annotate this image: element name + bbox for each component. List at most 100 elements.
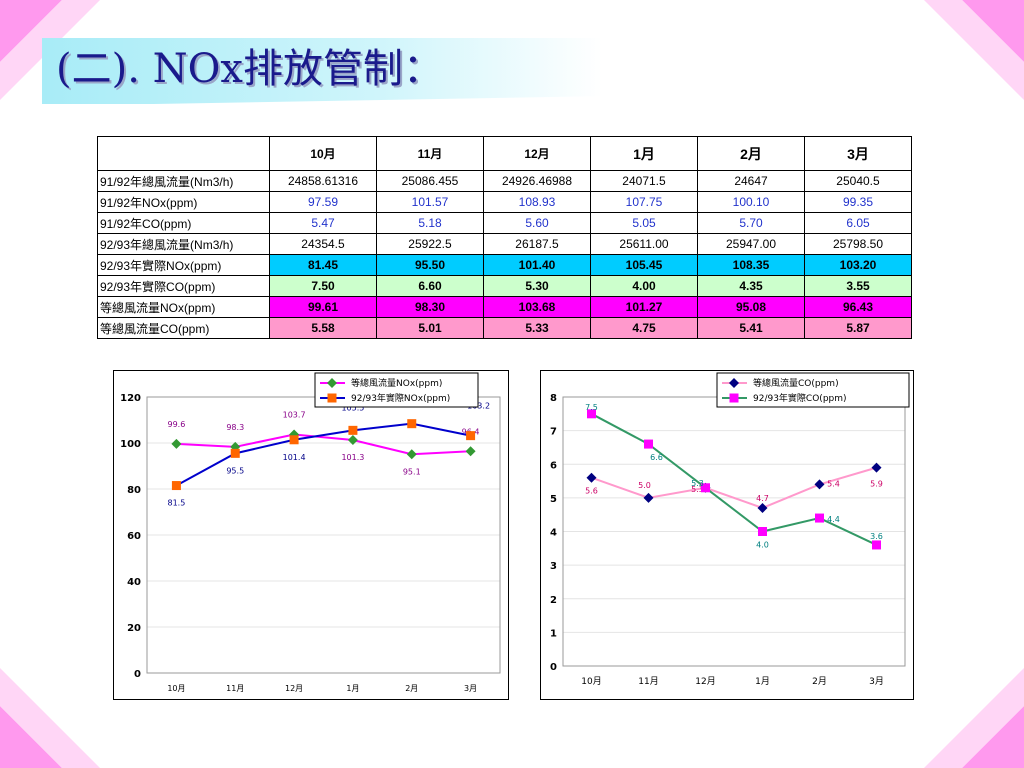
series-line: [591, 412, 877, 546]
y-tick-label: 7: [550, 427, 557, 438]
data-point: [466, 431, 476, 441]
data-point: [171, 438, 182, 449]
data-label: 7.5: [585, 403, 598, 412]
table-header-cell: 10月: [269, 136, 377, 171]
y-tick-label: 80: [127, 485, 141, 496]
table-cell: 5.58: [269, 317, 377, 339]
data-label: 4.7: [756, 494, 769, 503]
legend-marker: [729, 393, 739, 403]
y-tick-label: 20: [127, 623, 141, 634]
row-label: 等總風流量CO(ppm): [97, 317, 270, 339]
table-cell: 3.55: [804, 275, 912, 297]
data-point: [815, 513, 824, 523]
data-point: [814, 479, 825, 490]
y-tick-label: 60: [127, 531, 141, 542]
data-label: 4.0: [756, 541, 769, 550]
series-line: [175, 422, 471, 487]
x-tick-label: 11月: [638, 676, 658, 687]
row-label: 91/92年總風流量(Nm3/h): [97, 170, 270, 192]
x-tick-label: 2月: [812, 676, 827, 687]
data-point: [757, 502, 768, 513]
table-cell: 101.27: [590, 296, 698, 318]
data-table: 10月 11月 12月 1月 2月 3月 91/92年總風流量(Nm3/h) 2…: [97, 136, 912, 339]
y-tick-label: 8: [550, 393, 557, 404]
data-label: 98.3: [226, 423, 244, 432]
y-tick-label: 6: [550, 460, 557, 471]
table-cell: 5.33: [483, 317, 591, 339]
table-cell: 5.41: [697, 317, 805, 339]
table-row: 等總風流量NOx(ppm) 99.61 98.30 103.68 101.27 …: [97, 296, 912, 318]
data-label: 95.1: [403, 467, 421, 476]
data-point: [171, 481, 181, 491]
table-cell: 4.75: [590, 317, 698, 339]
table-cell: 108.93: [483, 191, 591, 213]
table-header-row: 10月 11月 12月 1月 2月 3月: [97, 136, 912, 171]
table-cell: 4.00: [590, 275, 698, 297]
x-tick-label: 3月: [869, 676, 884, 687]
table-row: 92/93年實際NOx(ppm) 81.45 95.50 101.40 105.…: [97, 254, 912, 276]
data-label: 95.5: [226, 466, 244, 475]
data-point: [644, 439, 653, 449]
table-cell: 98.30: [376, 296, 484, 318]
table-header-cell: 3月: [804, 136, 912, 171]
table-cell: 99.61: [269, 296, 377, 318]
row-label: 等總風流量NOx(ppm): [97, 296, 270, 318]
table-cell: 24926.46988: [483, 170, 591, 192]
table-cell: 100.10: [697, 191, 805, 213]
table-row: 等總風流量CO(ppm) 5.58 5.01 5.33 4.75 5.41 5.…: [97, 317, 912, 339]
nox-chart-box: 0 20 40 60 80 100 120 10月 11月 12月 1月 2月 3月 99.6 98.3 10…: [113, 370, 509, 700]
corner-decoration-bottom-left: [0, 668, 100, 768]
table-cell: 6.05: [804, 212, 912, 234]
row-label: 92/93年實際CO(ppm): [97, 275, 270, 297]
legend-box: [314, 372, 479, 408]
table-cell: 5.87: [804, 317, 912, 339]
table-header-cell: 2月: [697, 136, 805, 171]
table-cell: 26187.5: [483, 233, 591, 255]
data-point: [348, 425, 358, 435]
data-label: 101.3: [341, 453, 364, 462]
table-cell: 101.57: [376, 191, 484, 213]
table-cell: 5.70: [697, 212, 805, 234]
y-tick-label: 1: [550, 628, 557, 639]
corner-decoration-top-right: [924, 0, 1024, 100]
y-tick-label: 4: [550, 528, 557, 539]
co-chart-box: 0 1 2 3 4 5 6 7 8 10月 11月 12月 1月 2月 3月 5.6 5.0 5.3 4.7 5.4 5…: [540, 370, 914, 700]
data-label: 5.3: [691, 479, 704, 488]
co-line-chart: 0 1 2 3 4 5 6 7 8 10月 11月 12月 1月 2月 3月 5.6 5.0 5.3 4.7 5.4 5…: [550, 372, 910, 687]
row-label: 91/92年NOx(ppm): [97, 191, 270, 213]
corner-decoration-bottom-right: [924, 668, 1024, 768]
table-cell: 97.59: [269, 191, 377, 213]
table-cell: 5.30: [483, 275, 591, 297]
table-row: 91/92年總風流量(Nm3/h) 24858.61316 25086.455 …: [97, 170, 912, 192]
x-tick-label: 12月: [695, 676, 715, 687]
table-cell: 5.47: [269, 212, 377, 234]
row-label: 91/92年CO(ppm): [97, 212, 270, 234]
legend-label: 等總風流量NOx(ppm): [351, 377, 442, 389]
table-cell: 5.01: [376, 317, 484, 339]
page-title: (二). NOx排放管制：: [56, 46, 443, 92]
table-cell: 25922.5: [376, 233, 484, 255]
y-tick-label: 100: [120, 439, 141, 450]
table-header-cell: 11月: [376, 136, 484, 171]
legend-label: 等總風流量CO(ppm): [753, 377, 839, 389]
table-cell: 95.08: [697, 296, 805, 318]
x-tick-label: 1月: [346, 684, 359, 693]
row-label: 92/93年總風流量(Nm3/h): [97, 233, 270, 255]
table-row: 92/93年實際CO(ppm) 7.50 6.60 5.30 4.00 4.35…: [97, 275, 912, 297]
nox-line-chart: 0 20 40 60 80 100 120 10月 11月 12月 1月 2月 3月 99.6 98.3 10…: [120, 372, 501, 693]
x-tick-label: 10月: [581, 676, 601, 687]
legend-marker: [729, 378, 739, 388]
data-point: [758, 527, 767, 536]
series-line: [176, 433, 471, 456]
table-cell: 4.35: [697, 275, 805, 297]
table-row: 92/93年總風流量(Nm3/h) 24354.5 25922.5 26187.…: [97, 233, 912, 255]
table-cell: 25798.50: [804, 233, 912, 255]
table-cell: 25086.455: [376, 170, 484, 192]
title-band: [42, 38, 602, 104]
x-tick-label: 2月: [405, 684, 418, 693]
table-cell: 5.05: [590, 212, 698, 234]
data-label: 105.5: [341, 403, 364, 412]
data-point: [701, 483, 710, 493]
data-point: [406, 449, 417, 460]
y-tick-label: 0: [550, 662, 557, 673]
